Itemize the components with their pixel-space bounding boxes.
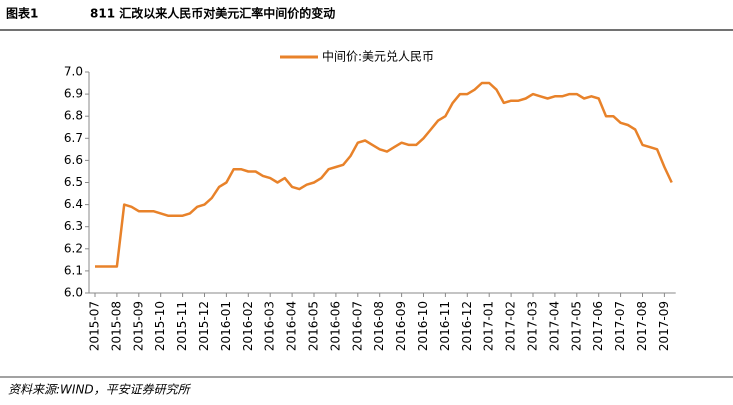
y-tick-label: 6.0 xyxy=(64,286,83,300)
data-line xyxy=(95,81,673,268)
x-tick-label: 2016-09 xyxy=(394,301,408,351)
y-tick-label: 6.7 xyxy=(64,131,83,145)
x-tick-label: 2016-03 xyxy=(263,301,277,351)
x-tick-label: 2016-02 xyxy=(241,301,255,351)
chart-title: 811 汇改以来人民币对美元汇率中间价的变动 xyxy=(90,6,335,21)
y-tick-label: 7.0 xyxy=(64,65,83,79)
title-label: 图表1 xyxy=(6,6,38,21)
x-tick-label: 2017-04 xyxy=(547,301,561,351)
x-tick-label: 2017-09 xyxy=(657,301,671,351)
x-tick-label: 2017-05 xyxy=(569,301,583,351)
y-tick-label: 6.9 xyxy=(64,87,83,101)
x-tick-label: 2017-02 xyxy=(504,301,518,351)
x-tick-label: 2016-01 xyxy=(219,301,233,351)
source-note: 资料来源:WIND，平安证券研究所 xyxy=(8,383,192,397)
x-tick-label: 2016-07 xyxy=(350,301,364,351)
x-tick-label: 2015-09 xyxy=(131,301,145,351)
x-tick-label: 2016-12 xyxy=(460,301,474,351)
y-tick-label: 6.5 xyxy=(64,175,83,189)
y-tick-label: 6.2 xyxy=(64,241,83,255)
x-tick-label: 2017-08 xyxy=(635,301,649,351)
y-tick-label: 6.6 xyxy=(64,153,83,167)
x-tick-label: 2015-08 xyxy=(109,301,123,351)
y-tick-label: 6.1 xyxy=(64,263,83,277)
x-tick-label: 2017-07 xyxy=(613,301,627,351)
x-tick-label: 2016-10 xyxy=(416,301,430,351)
x-tick-label: 2016-11 xyxy=(438,301,452,351)
x-tick-label: 2016-06 xyxy=(328,301,342,351)
y-tick-label: 6.4 xyxy=(64,197,83,211)
y-tick-label: 6.8 xyxy=(64,109,83,123)
x-tick-label: 2015-12 xyxy=(197,301,211,351)
x-tick-label: 2015-11 xyxy=(175,301,189,351)
x-tick-label: 2016-04 xyxy=(285,301,299,351)
x-tick-label: 2017-01 xyxy=(482,301,496,351)
x-tick-label: 2015-10 xyxy=(153,301,167,351)
x-tick-label: 2016-08 xyxy=(372,301,386,351)
x-tick-label: 2017-06 xyxy=(591,301,605,351)
legend-label: 中间价:美元兑人民币 xyxy=(322,49,434,64)
x-tick-label: 2015-07 xyxy=(88,301,102,351)
x-tick-label: 2016-05 xyxy=(307,301,321,351)
x-tick-label: 2017-03 xyxy=(526,301,540,351)
y-tick-label: 6.3 xyxy=(64,219,83,233)
